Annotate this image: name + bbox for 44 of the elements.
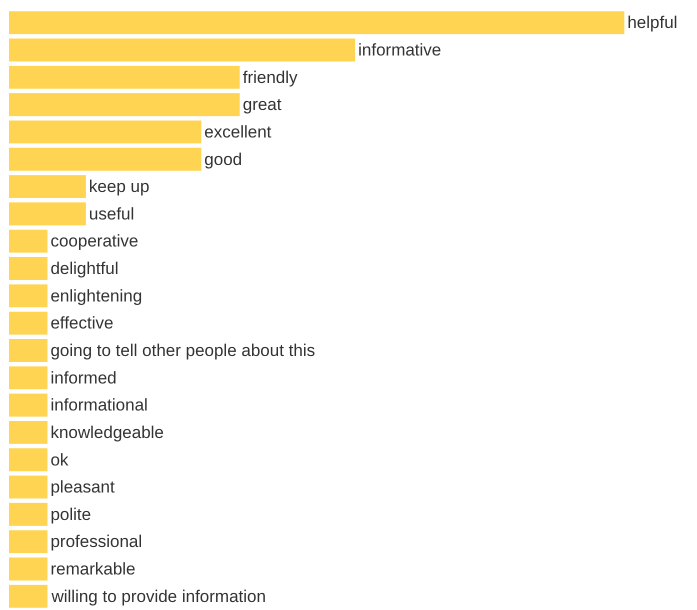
- y-tick-label: effective: [50, 314, 114, 333]
- bar: [9, 230, 48, 253]
- y-tick-label: helpful: [627, 13, 678, 32]
- y-tick-label: informed: [50, 368, 117, 388]
- bar: [9, 284, 48, 308]
- y-tick-label: cooperative: [50, 232, 138, 251]
- y-tick-label: knowledgeable: [50, 422, 164, 442]
- bar: [9, 312, 48, 335]
- bar: [9, 93, 240, 116]
- y-tick-label: remarkable: [50, 560, 136, 579]
- bar: [9, 366, 48, 390]
- y-tick-label: useful: [88, 204, 134, 224]
- y-tick-label: willing to provide information: [50, 586, 266, 606]
- bar: [9, 558, 48, 580]
- bar: [9, 339, 48, 362]
- bar: [9, 394, 48, 417]
- bar: [9, 448, 48, 472]
- y-tick-label: informative: [358, 40, 442, 60]
- y-tick-label: keep up: [88, 177, 150, 196]
- bar: [9, 38, 356, 62]
- y-tick-label: great: [242, 95, 282, 114]
- bar: [9, 175, 86, 198]
- y-tick-label: friendly: [242, 68, 298, 87]
- y-tick-label: delightful: [50, 259, 119, 278]
- y-tick-label: good: [204, 150, 242, 169]
- bar: [9, 148, 202, 171]
- bar: [9, 420, 48, 444]
- bar: [9, 584, 48, 608]
- y-tick-label: enlightening: [50, 286, 142, 306]
- bar: [9, 476, 48, 499]
- bar: [9, 66, 240, 89]
- y-tick-label: polite: [50, 504, 92, 524]
- y-tick-label: ok: [50, 450, 69, 470]
- y-tick-label: pleasant: [50, 478, 116, 497]
- bar: [9, 11, 624, 34]
- bar: [9, 202, 86, 226]
- bar: [9, 530, 48, 554]
- y-tick-label: going to tell other people about this: [50, 340, 316, 360]
- bar: [9, 257, 48, 280]
- y-tick-label: informational: [50, 396, 148, 415]
- y-tick-label: excellent: [204, 122, 272, 142]
- bar: [9, 120, 202, 144]
- bar: [9, 502, 48, 526]
- y-tick-label: professional: [50, 532, 142, 552]
